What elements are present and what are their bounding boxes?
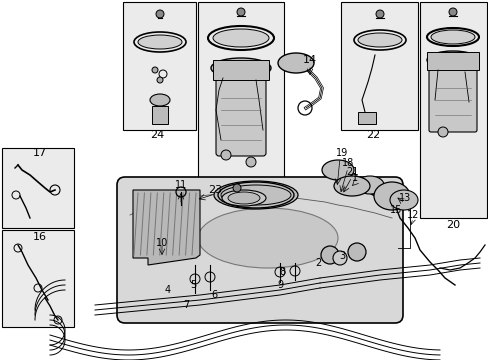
Text: 3: 3: [338, 251, 345, 261]
Ellipse shape: [321, 160, 353, 180]
Circle shape: [245, 157, 256, 167]
Text: 13: 13: [398, 193, 410, 203]
Ellipse shape: [213, 29, 268, 47]
Bar: [152, 106, 168, 124]
Circle shape: [320, 246, 338, 264]
Circle shape: [232, 184, 241, 192]
Bar: [123, 2, 196, 130]
Text: 21: 21: [345, 167, 357, 177]
Text: 22: 22: [365, 130, 379, 140]
Ellipse shape: [430, 30, 474, 44]
Text: 16: 16: [33, 232, 47, 242]
Text: 6: 6: [210, 290, 217, 300]
Ellipse shape: [222, 190, 265, 206]
Text: 5: 5: [189, 280, 196, 290]
Ellipse shape: [333, 176, 369, 196]
Ellipse shape: [373, 182, 409, 210]
Text: 23: 23: [207, 185, 222, 195]
Text: 9: 9: [276, 280, 283, 290]
Circle shape: [347, 243, 365, 261]
Ellipse shape: [138, 35, 182, 49]
Text: 2: 2: [314, 258, 321, 268]
Ellipse shape: [214, 181, 297, 209]
Bar: [357, 112, 375, 124]
Text: 18: 18: [341, 158, 353, 168]
Bar: [2, 148, 74, 228]
FancyBboxPatch shape: [117, 177, 402, 323]
Circle shape: [332, 251, 346, 265]
Text: 7: 7: [183, 300, 189, 310]
Text: 19: 19: [335, 148, 347, 158]
Bar: [198, 2, 284, 218]
Ellipse shape: [278, 53, 313, 73]
Circle shape: [375, 10, 383, 18]
FancyBboxPatch shape: [428, 68, 476, 132]
Ellipse shape: [355, 176, 383, 194]
Bar: [213, 60, 268, 80]
Text: 12: 12: [406, 210, 418, 220]
Text: 8: 8: [278, 267, 285, 277]
Circle shape: [437, 127, 447, 137]
Bar: [340, 2, 417, 130]
Text: 17: 17: [33, 148, 47, 158]
Ellipse shape: [426, 51, 478, 69]
Text: 24: 24: [149, 130, 164, 140]
Circle shape: [152, 67, 158, 73]
FancyBboxPatch shape: [216, 75, 265, 156]
Bar: [426, 52, 478, 70]
Circle shape: [448, 8, 456, 16]
Circle shape: [156, 10, 163, 18]
Bar: [419, 2, 486, 218]
Circle shape: [157, 77, 163, 83]
Text: 15: 15: [389, 205, 401, 215]
Text: 11: 11: [175, 180, 187, 190]
Text: 1: 1: [351, 173, 357, 183]
Polygon shape: [133, 190, 200, 265]
Ellipse shape: [227, 192, 260, 204]
Ellipse shape: [198, 208, 337, 268]
Text: 4: 4: [164, 285, 171, 295]
Bar: [2, 230, 74, 327]
Circle shape: [221, 150, 230, 160]
Ellipse shape: [150, 94, 170, 106]
Ellipse shape: [357, 33, 401, 47]
Text: 20: 20: [445, 220, 459, 230]
Text: 10: 10: [156, 238, 168, 248]
Circle shape: [237, 8, 244, 16]
Ellipse shape: [389, 190, 417, 210]
Ellipse shape: [210, 58, 270, 78]
Text: 14: 14: [303, 55, 316, 65]
